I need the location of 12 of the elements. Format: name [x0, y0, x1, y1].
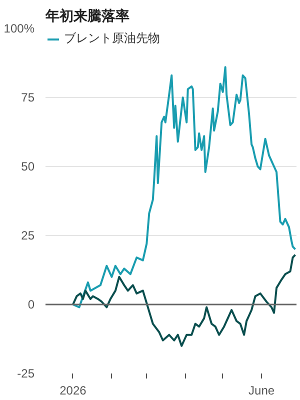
y-tick-label: 0 — [28, 298, 35, 312]
y-tick-label: 100% — [4, 22, 35, 36]
y-tick-label: 25 — [21, 228, 35, 242]
x-tick-label: June — [248, 384, 275, 398]
line-series — [72, 66, 296, 308]
y-tick-label: -25 — [17, 366, 35, 380]
line-series — [72, 254, 296, 347]
x-tick-label: 2026 — [60, 384, 87, 398]
legend-label: ブレント原油先物 — [64, 30, 160, 47]
chart-title: 年初来騰落率 — [44, 8, 130, 24]
y-tick-label: 75 — [21, 90, 35, 104]
y-tick-label: 50 — [21, 160, 35, 174]
